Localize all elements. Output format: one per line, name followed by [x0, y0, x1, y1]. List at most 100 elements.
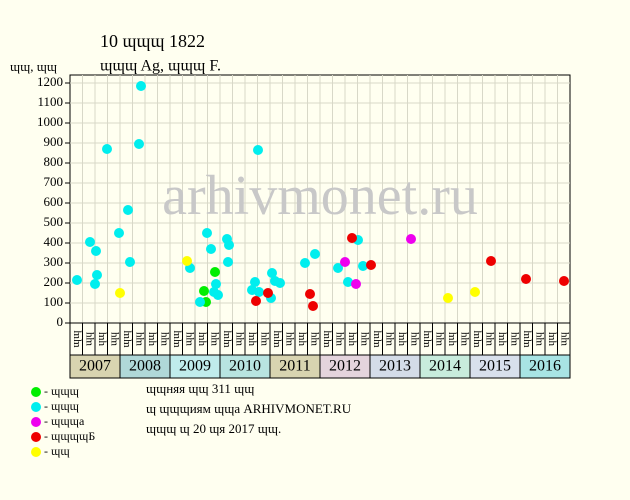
point	[254, 287, 264, 297]
point	[182, 256, 192, 266]
point	[343, 277, 353, 287]
legend-marker	[31, 417, 41, 427]
x-tick-label: ɰɰ	[120, 330, 132, 348]
point	[224, 240, 234, 250]
x-tick-label: ɰɥ	[82, 331, 94, 346]
x-tick-label: ɥɰ	[545, 332, 557, 347]
y-tick-label: 800	[44, 154, 64, 169]
x-tick-label: ɰɥ	[232, 331, 244, 346]
y-tick-label: 400	[44, 234, 64, 249]
point	[300, 258, 310, 268]
year-band	[519, 354, 571, 379]
point	[263, 288, 273, 298]
y-tick-label: 1200	[37, 74, 63, 89]
x-tick-label: ɰɥ	[407, 331, 419, 346]
point	[115, 288, 125, 298]
x-tick-label: ɥɰ	[245, 332, 257, 347]
x-tick-label: ɰɥ	[307, 331, 319, 346]
x-tick-label: ɰɥ	[282, 331, 294, 346]
x-tick-label: ɰɥ	[482, 331, 494, 346]
y-tick-label: 1000	[37, 114, 63, 129]
point	[136, 81, 146, 91]
x-tick-label: ɥɰ	[345, 332, 357, 347]
y-tick-label: 1100	[37, 94, 63, 109]
year-label: 2010	[229, 358, 261, 375]
point	[223, 257, 233, 267]
legend-label: - ɰɰɰа	[44, 414, 85, 428]
point	[123, 205, 133, 215]
x-tick-label: ɥɰ	[445, 332, 457, 347]
x-tick-label: ɰɰ	[220, 330, 232, 348]
point	[486, 256, 496, 266]
year-label: 2011	[279, 358, 310, 375]
x-tick-label: ɰɥ	[332, 331, 344, 346]
x-tick-label: ɰɥ	[532, 331, 544, 346]
legend-marker	[31, 447, 41, 457]
x-tick-label: ɰɰ	[520, 330, 532, 348]
point	[308, 301, 318, 311]
point	[206, 244, 216, 254]
x-tick-label: ɥɰ	[145, 332, 157, 347]
point	[521, 274, 531, 284]
year-label: 2012	[329, 358, 361, 375]
x-tick-label: ɰɥ	[382, 331, 394, 346]
y-tick-label: 300	[44, 254, 64, 269]
point	[202, 228, 212, 238]
x-tick-label: ɰɰ	[420, 330, 432, 348]
year-label: 2016	[529, 358, 561, 375]
legend-label: - ɰɰ	[44, 444, 70, 458]
y-tick-label: 600	[44, 194, 64, 209]
point	[250, 277, 260, 287]
point	[211, 279, 221, 289]
x-tick-label: ɥɰ	[195, 332, 207, 347]
point	[406, 234, 416, 244]
year-label: 2013	[379, 358, 411, 375]
x-tick-label: ɰɥ	[557, 331, 569, 346]
year-label: 2009	[179, 358, 211, 375]
x-tick-label: ɰɰ	[370, 330, 382, 348]
x-tick-label: ɰɰ	[70, 330, 82, 348]
legend-label: - ɰɰɰ	[44, 399, 80, 413]
x-tick-label: ɰɥ	[207, 331, 219, 346]
watermark: arhivmonet.ru	[162, 165, 478, 227]
y-tick-label: 200	[44, 274, 64, 289]
x-tick-label: ɥɰ	[295, 332, 307, 347]
point	[333, 263, 343, 273]
x-tick-label: ɥɰ	[395, 332, 407, 347]
x-tick-label: ɰɥ	[357, 331, 369, 346]
point	[125, 257, 135, 267]
point	[213, 290, 223, 300]
year-label: 2008	[129, 358, 161, 375]
year-label: 2007	[79, 358, 111, 375]
x-tick-label: ɰɥ	[257, 331, 269, 346]
legend-marker	[31, 387, 41, 397]
x-tick-label: ɰɥ	[107, 331, 119, 346]
x-tick-label: ɰɰ	[470, 330, 482, 348]
x-tick-label: ɰɥ	[132, 331, 144, 346]
note: ɰɰɰ ɰ 20 ɰя 2017 ɰɰ.	[146, 421, 281, 436]
x-tick-label: ɰɥ	[182, 331, 194, 346]
x-tick-label: ɥɰ	[95, 332, 107, 347]
year-label: 2015	[479, 358, 511, 375]
year-label: 2014	[429, 358, 461, 375]
point	[305, 289, 315, 299]
x-tick-label: ɰɥ	[507, 331, 519, 346]
x-tick-label: ɰɥ	[432, 331, 444, 346]
point	[90, 279, 100, 289]
point	[347, 233, 357, 243]
y-tick-label: 500	[44, 214, 64, 229]
point	[470, 287, 480, 297]
chart-subtitle: ɰɰɰ Ag, ɰɰɰ F.	[100, 58, 221, 75]
y-tick-label: 100	[44, 294, 64, 309]
legend-label: - ɰɰɰ	[44, 384, 80, 398]
y-axis-label: ɰɰ, ɰɰ	[10, 59, 57, 74]
point	[102, 144, 112, 154]
point	[351, 279, 361, 289]
point	[85, 237, 95, 247]
y-tick-label: 900	[44, 134, 64, 149]
x-tick-label: ɰɥ	[457, 331, 469, 346]
chart-title: 10 ɰɰɰ 1822	[100, 31, 205, 51]
point	[310, 249, 320, 259]
x-tick-label: ɥɰ	[495, 332, 507, 347]
